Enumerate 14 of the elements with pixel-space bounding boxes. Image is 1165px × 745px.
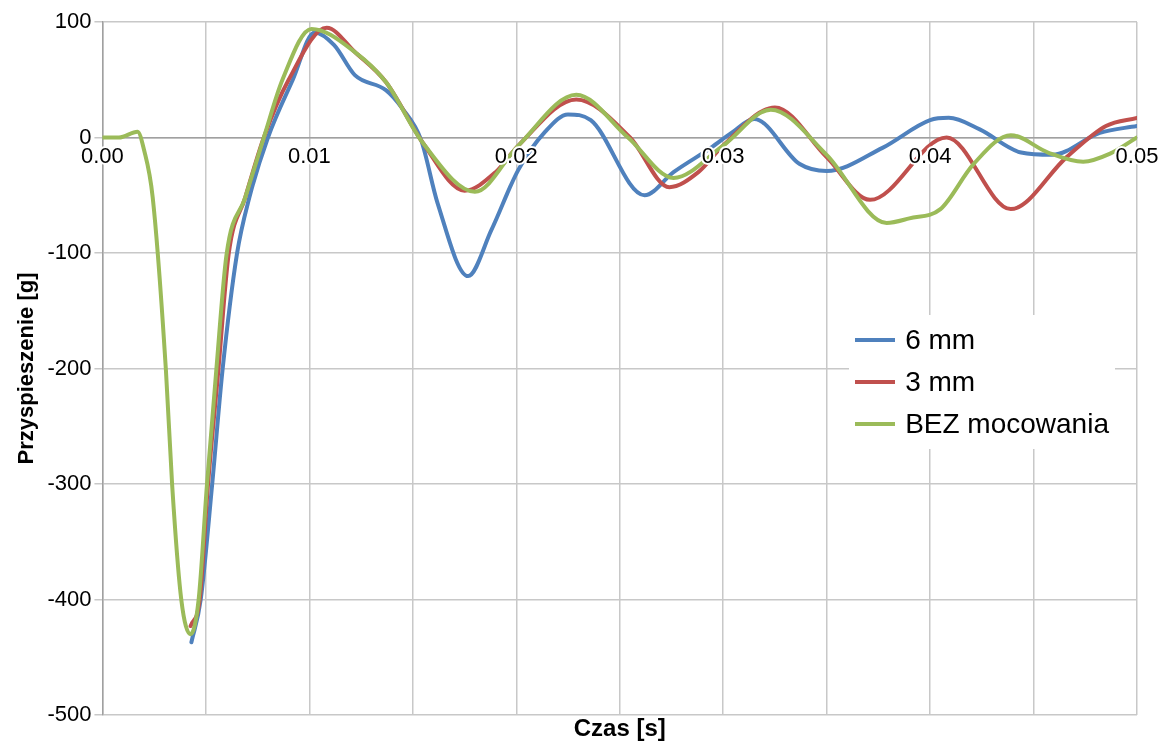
y-tick-label: -100 <box>47 239 92 265</box>
y-tick-label: 0 <box>79 123 92 149</box>
x-tick-label: 0.05 <box>1115 142 1159 168</box>
y-axis-title: Przyspieszenie [g] <box>13 272 39 465</box>
legend-label: 6 mm <box>905 324 976 356</box>
legend-label: BEZ mocowania <box>905 408 1109 440</box>
y-tick-label: -400 <box>47 585 92 611</box>
x-axis-title: Czas [s] <box>573 713 666 741</box>
y-tick-label: -300 <box>47 470 92 496</box>
x-tick-label: 0.01 <box>287 142 331 168</box>
y-tick-label: -500 <box>47 701 92 727</box>
y-tick-label: -200 <box>47 354 92 380</box>
legend-label: 3 mm <box>905 366 976 398</box>
y-tick-label: 100 <box>54 8 92 34</box>
